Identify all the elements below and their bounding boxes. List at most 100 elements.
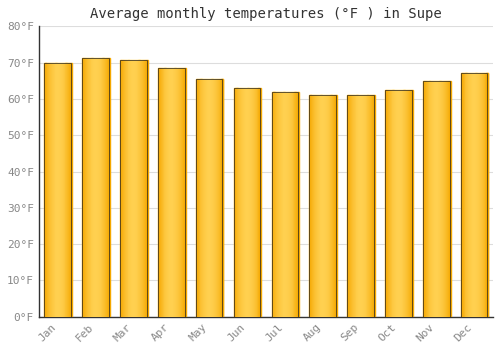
Bar bbox=[289, 92, 290, 317]
Bar bbox=[426, 81, 428, 317]
Bar bbox=[292, 92, 293, 317]
Bar bbox=[172, 68, 173, 317]
Bar bbox=[278, 92, 279, 317]
Bar bbox=[146, 60, 148, 317]
Bar bbox=[244, 88, 245, 317]
Bar bbox=[56, 63, 58, 317]
Bar bbox=[251, 88, 252, 317]
Bar bbox=[166, 68, 168, 317]
Bar bbox=[44, 63, 71, 317]
Bar bbox=[198, 79, 199, 317]
Bar bbox=[85, 58, 86, 317]
Bar bbox=[280, 92, 282, 317]
Bar bbox=[445, 81, 446, 317]
Bar bbox=[107, 58, 108, 317]
Bar bbox=[196, 79, 222, 317]
Bar bbox=[280, 92, 281, 317]
Bar bbox=[284, 92, 286, 317]
Bar bbox=[214, 79, 215, 317]
Bar bbox=[363, 95, 364, 317]
Bar bbox=[423, 81, 450, 317]
Bar bbox=[172, 68, 174, 317]
Bar bbox=[177, 68, 178, 317]
Bar bbox=[279, 92, 280, 317]
Bar bbox=[390, 90, 392, 317]
Bar bbox=[122, 60, 123, 317]
Bar bbox=[373, 95, 374, 317]
Bar bbox=[47, 63, 48, 317]
Bar bbox=[120, 60, 122, 317]
Bar bbox=[468, 74, 469, 317]
Bar bbox=[260, 88, 262, 317]
Bar bbox=[71, 63, 72, 317]
Bar bbox=[484, 74, 486, 317]
Bar bbox=[60, 63, 61, 317]
Bar bbox=[162, 68, 164, 317]
Bar bbox=[327, 95, 328, 317]
Bar bbox=[470, 74, 471, 317]
Bar bbox=[82, 58, 109, 317]
Bar bbox=[478, 74, 480, 317]
Bar bbox=[61, 63, 62, 317]
Bar bbox=[464, 74, 466, 317]
Bar bbox=[244, 88, 246, 317]
Bar bbox=[389, 90, 390, 317]
Bar bbox=[106, 58, 107, 317]
Bar bbox=[206, 79, 207, 317]
Bar bbox=[238, 88, 240, 317]
Bar bbox=[145, 60, 146, 317]
Bar bbox=[161, 68, 162, 317]
Bar bbox=[486, 74, 488, 317]
Bar bbox=[136, 60, 138, 317]
Bar bbox=[407, 90, 408, 317]
Bar bbox=[438, 81, 440, 317]
Bar bbox=[297, 92, 298, 317]
Bar bbox=[435, 81, 436, 317]
Bar bbox=[174, 68, 176, 317]
Bar bbox=[54, 63, 56, 317]
Bar bbox=[254, 88, 255, 317]
Bar bbox=[411, 90, 412, 317]
Bar bbox=[351, 95, 352, 317]
Bar bbox=[176, 68, 178, 317]
Bar bbox=[99, 58, 100, 317]
Bar bbox=[234, 88, 260, 317]
Bar bbox=[222, 79, 224, 317]
Bar bbox=[88, 58, 89, 317]
Bar bbox=[258, 88, 260, 317]
Bar bbox=[444, 81, 445, 317]
Bar bbox=[288, 92, 289, 317]
Bar bbox=[198, 79, 200, 317]
Bar bbox=[108, 58, 109, 317]
Bar bbox=[348, 95, 350, 317]
Bar bbox=[372, 95, 373, 317]
Bar bbox=[68, 63, 70, 317]
Bar bbox=[162, 68, 163, 317]
Bar bbox=[208, 79, 210, 317]
Bar bbox=[252, 88, 253, 317]
Bar bbox=[142, 60, 143, 317]
Bar bbox=[180, 68, 181, 317]
Bar bbox=[425, 81, 426, 317]
Bar bbox=[158, 68, 159, 317]
Bar bbox=[208, 79, 209, 317]
Bar bbox=[178, 68, 179, 317]
Bar bbox=[134, 60, 135, 317]
Bar bbox=[462, 74, 464, 317]
Bar bbox=[292, 92, 294, 317]
Bar bbox=[90, 58, 92, 317]
Bar bbox=[104, 58, 106, 317]
Bar bbox=[58, 63, 59, 317]
Bar bbox=[436, 81, 437, 317]
Bar bbox=[406, 90, 407, 317]
Bar bbox=[325, 95, 326, 317]
Bar bbox=[364, 95, 366, 317]
Bar bbox=[356, 95, 358, 317]
Bar bbox=[44, 63, 46, 317]
Bar bbox=[359, 95, 360, 317]
Bar bbox=[141, 60, 142, 317]
Bar bbox=[471, 74, 472, 317]
Bar bbox=[94, 58, 96, 317]
Bar bbox=[432, 81, 433, 317]
Bar bbox=[400, 90, 402, 317]
